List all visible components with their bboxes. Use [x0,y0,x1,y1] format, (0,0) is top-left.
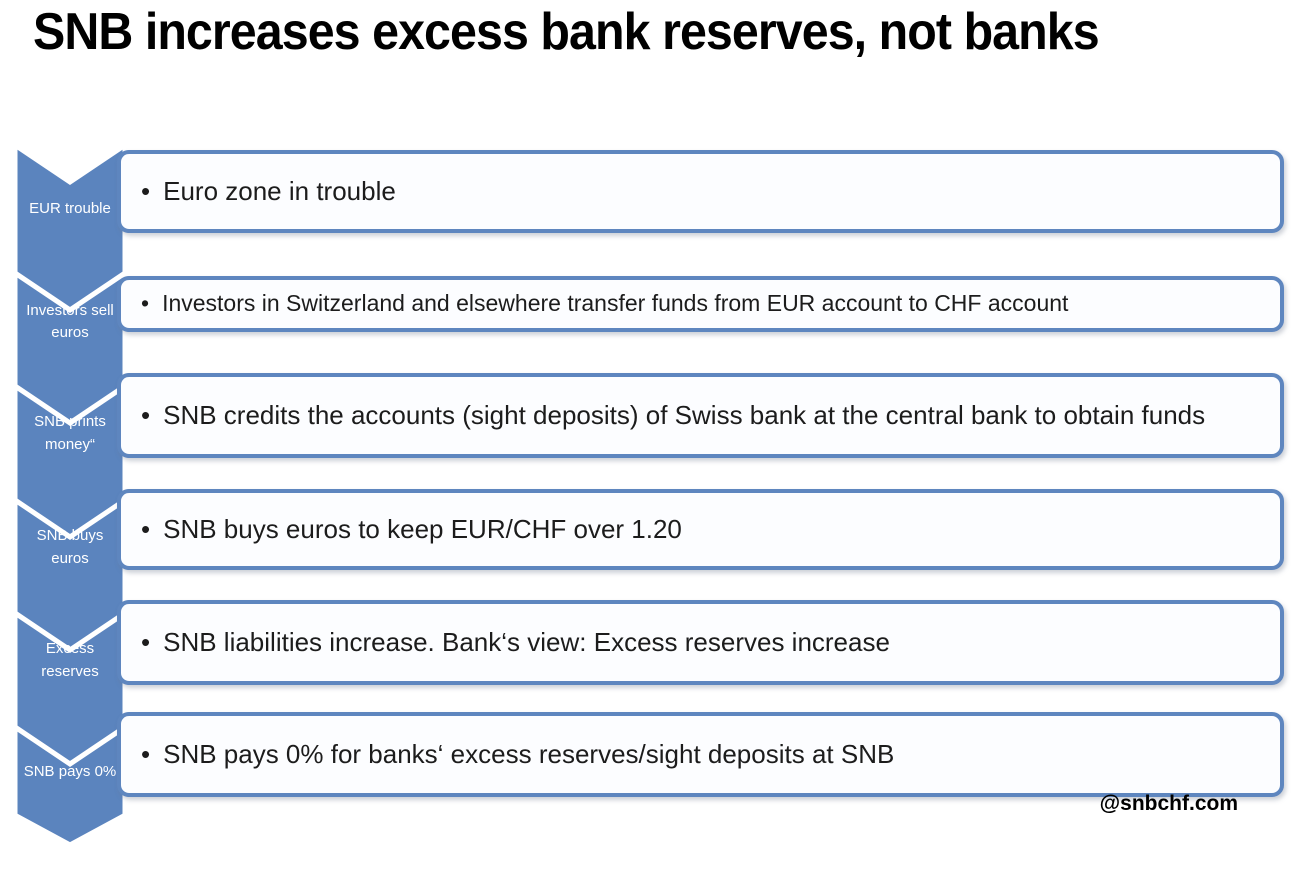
bullet-text: SNB buys euros to keep EUR/CHF over 1.20 [121,513,712,547]
content-box: Investors in Switzerland and elsewhere t… [117,276,1284,332]
watermark-handle: @snbchf.com [1099,792,1238,815]
chevron-label: Investors sell euros [26,301,114,342]
content-box: SNB pays 0% for banks‘ excess reserves/s… [117,712,1284,797]
bullet-text: SNB pays 0% for banks‘ excess reserves/s… [121,738,924,772]
chevron-label: SNB pays 0% [23,763,117,781]
slide-title: SNB increases excess bank reserves, not … [33,3,1100,61]
bullet-text: SNB liabilities increase. Bank‘s view: E… [121,626,920,660]
chevron-label: SNB prints money“ [34,413,106,453]
content-box: SNB buys euros to keep EUR/CHF over 1.20 [117,489,1284,570]
chevron-label: SNB buys euros [36,527,104,567]
chevron-down-icon [15,145,125,310]
content-box: SNB liabilities increase. Bank‘s view: E… [117,600,1284,685]
content-box: Euro zone in trouble [117,150,1284,233]
bullet-text: Euro zone in trouble [121,175,426,209]
chevron-label: Excess reserves [41,640,99,680]
content-box: SNB credits the accounts (sight deposits… [117,373,1284,458]
bullet-text: SNB credits the accounts (sight deposits… [121,399,1235,433]
bullet-text: Investors in Switzerland and elsewhere t… [121,289,1098,319]
chevron-label: EUR trouble [29,200,111,218]
